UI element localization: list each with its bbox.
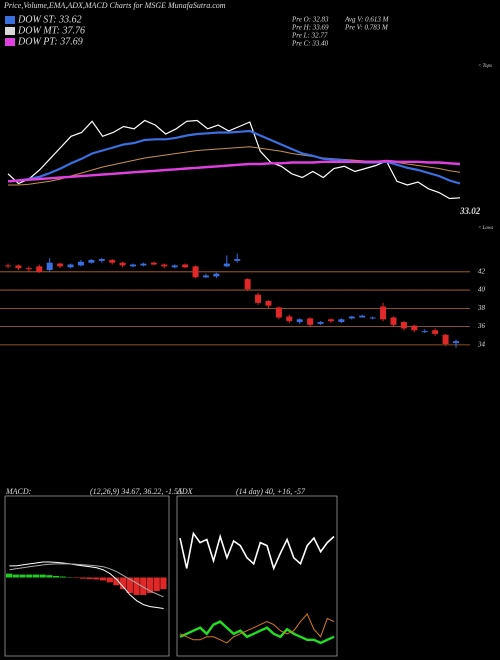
candle-body bbox=[369, 317, 376, 319]
candle-body bbox=[213, 273, 220, 277]
macd-histogram-bar bbox=[19, 574, 26, 578]
stat: Pre L: 32.77 bbox=[291, 32, 328, 40]
candle-body bbox=[286, 316, 293, 322]
stat: Pre C: 33.40 bbox=[291, 40, 329, 48]
candle-body bbox=[317, 322, 324, 324]
candle-body bbox=[88, 259, 95, 263]
macd-histogram-bar bbox=[126, 577, 133, 593]
y-tick-label: 36 bbox=[477, 322, 486, 330]
adx-params: (14 day) 40, +16, -57 bbox=[236, 487, 306, 496]
y-tick-label: 40 bbox=[478, 286, 486, 294]
candle-body bbox=[275, 307, 282, 318]
price-line bbox=[7, 159, 461, 183]
candle-body bbox=[140, 263, 147, 266]
adx-line bbox=[179, 613, 335, 644]
legend-swatch bbox=[5, 16, 15, 24]
macd-histogram-bar bbox=[52, 575, 60, 578]
stat: Avg V: 0.613 M bbox=[344, 16, 390, 24]
candle-body bbox=[25, 268, 32, 270]
adx-line bbox=[179, 531, 335, 571]
candle-body bbox=[130, 264, 137, 267]
candle-body bbox=[109, 259, 116, 263]
lows-label: < Lows bbox=[478, 226, 493, 231]
macd-histogram-bar bbox=[59, 576, 66, 578]
candle-body bbox=[296, 319, 303, 323]
adx-title: ADX bbox=[176, 487, 194, 496]
legend-label: DOW MT: 37.76 bbox=[17, 25, 85, 36]
macd-histogram-bar bbox=[133, 577, 140, 595]
candle-body bbox=[150, 262, 157, 265]
candle-body bbox=[400, 322, 407, 329]
stat: Pre O: 32.83 bbox=[291, 16, 329, 24]
macd-line bbox=[9, 563, 164, 598]
candle-body bbox=[192, 266, 199, 278]
candle-body bbox=[307, 318, 314, 325]
macd-histogram-bar bbox=[39, 574, 46, 578]
candle-body bbox=[390, 317, 397, 325]
stat: Pre H: 33.69 bbox=[291, 24, 329, 32]
candle-body bbox=[202, 275, 209, 278]
legend-swatch bbox=[5, 38, 15, 46]
macd-line bbox=[9, 561, 164, 609]
candle-body bbox=[338, 319, 345, 323]
macd-histogram-bar bbox=[46, 575, 53, 578]
macd-histogram-bar bbox=[120, 577, 127, 590]
macd-params: (12,26,9) 34.67, 36.22, -1.55 bbox=[90, 487, 182, 496]
macd-histogram-bar bbox=[86, 577, 93, 580]
macd-histogram-bar bbox=[93, 577, 100, 580]
legend-label: DOW ST: 33.62 bbox=[17, 14, 82, 25]
tops-label: < Tops bbox=[478, 64, 492, 69]
macd-histogram-bar bbox=[140, 577, 147, 595]
candle-body bbox=[223, 263, 230, 267]
macd-histogram-bar bbox=[153, 577, 160, 592]
candle-body bbox=[265, 301, 272, 306]
legend-label: DOW PT: 37.69 bbox=[17, 36, 83, 47]
candle-body bbox=[442, 334, 449, 344]
macd-histogram-bar bbox=[12, 574, 19, 578]
candle-body bbox=[359, 315, 366, 318]
candle-body bbox=[57, 263, 64, 267]
stat: Pre V: 0.783 M bbox=[344, 24, 389, 32]
macd-histogram-bar bbox=[106, 577, 113, 583]
macd-histogram-bar bbox=[73, 577, 80, 579]
macd-histogram-bar bbox=[99, 577, 107, 581]
macd-histogram-bar bbox=[146, 577, 154, 593]
macd-histogram-bar bbox=[6, 573, 13, 578]
candle-body bbox=[244, 279, 251, 290]
candle-body bbox=[255, 294, 262, 303]
candle-body bbox=[67, 264, 74, 268]
candle-body bbox=[421, 331, 428, 333]
candle-body bbox=[5, 265, 11, 267]
candle-body bbox=[380, 306, 387, 320]
candle-body bbox=[119, 262, 126, 266]
candle-body bbox=[98, 259, 105, 261]
candle-body bbox=[327, 319, 334, 322]
candle-body bbox=[411, 325, 418, 331]
page-title: Price,Volume,EMA,ADX,MACD Charts for MSG… bbox=[3, 1, 226, 10]
candle-body bbox=[161, 264, 168, 267]
candle-body bbox=[182, 264, 189, 268]
macd-title: MACD: bbox=[5, 487, 32, 496]
macd-histogram-bar bbox=[113, 577, 120, 586]
macd-histogram-bar bbox=[79, 577, 86, 579]
candle-body bbox=[432, 330, 439, 334]
macd-histogram-bar bbox=[32, 574, 40, 578]
y-tick-label: 42 bbox=[478, 267, 486, 275]
legend-swatch bbox=[5, 27, 15, 35]
candle-body bbox=[36, 266, 43, 272]
y-tick-label: 38 bbox=[477, 304, 486, 312]
candle-body bbox=[77, 261, 84, 266]
candle-body bbox=[234, 259, 241, 261]
macd-histogram-bar bbox=[26, 574, 33, 578]
macd-histogram-bar bbox=[160, 577, 167, 590]
candle-body bbox=[46, 262, 53, 270]
candle-body bbox=[171, 265, 178, 268]
candle-body bbox=[453, 341, 459, 344]
candle-body bbox=[348, 316, 355, 319]
y-tick-label: 34 bbox=[477, 340, 486, 348]
candle-body bbox=[15, 265, 22, 269]
adx-line bbox=[179, 620, 335, 645]
low-label: 33.02 bbox=[459, 206, 481, 216]
